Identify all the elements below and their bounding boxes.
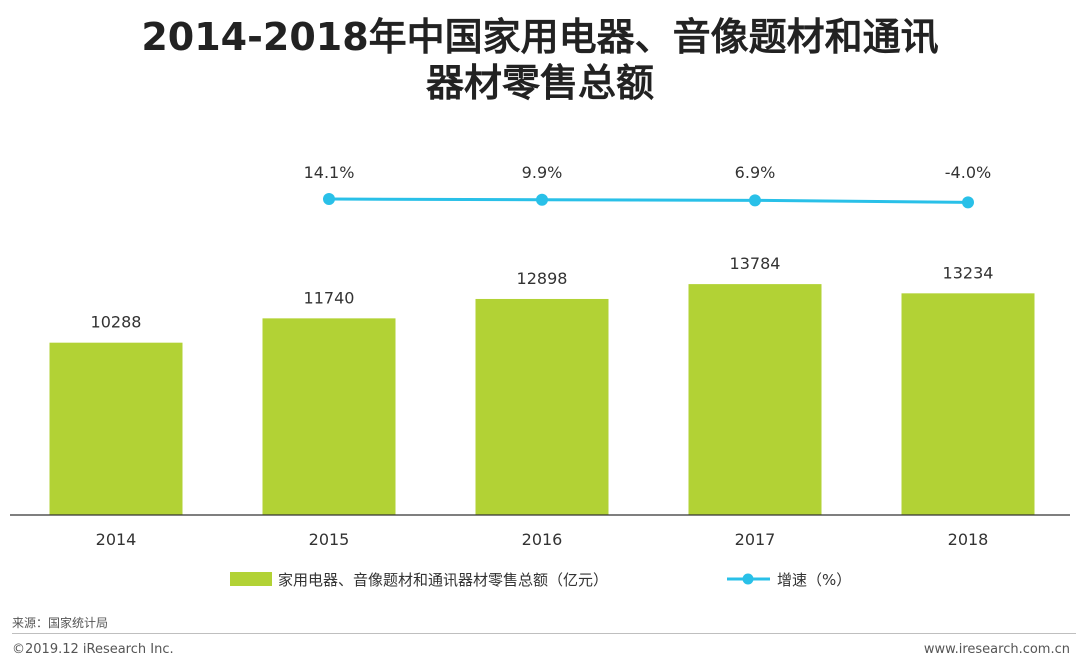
bar-2015 <box>262 318 396 515</box>
bar-label-2015: 11740 <box>304 288 355 307</box>
x-ticks-layer: 2014 2015 2016 2017 2018 <box>96 530 989 549</box>
bar-2016 <box>475 298 609 515</box>
growth-point-2015 <box>323 193 335 205</box>
x-tick-2016: 2016 <box>522 530 563 549</box>
bar-2017 <box>688 284 822 515</box>
bar-label-2014: 10288 <box>91 313 142 332</box>
x-tick-2015: 2015 <box>309 530 350 549</box>
legend-bar-swatch <box>230 572 272 586</box>
copyright: ©2019.12 iResearch Inc. <box>12 642 174 657</box>
growth-point-2017 <box>749 194 761 207</box>
growth-label-2015: 14.1% <box>304 163 355 182</box>
growth-line <box>328 197 969 204</box>
growth-label-2016: 9.9% <box>522 163 563 182</box>
bar-2018 <box>901 293 1035 515</box>
growth-label-2018: -4.0% <box>945 163 991 182</box>
x-tick-2018: 2018 <box>948 530 989 549</box>
x-tick-2017: 2017 <box>735 530 776 549</box>
website-link[interactable]: www.iresearch.com.cn <box>923 642 1070 657</box>
legend-line-marker <box>742 573 754 585</box>
x-tick-2014: 2014 <box>96 530 137 549</box>
bars-layer: 10288 11740 12898 13784 13234 <box>49 254 1035 515</box>
growth-line-layer: 14.1% 9.9% 6.9% -4.0% <box>304 163 991 209</box>
legend-bar-label: 家用电器、音像题材和通讯器材零售总额（亿元） <box>278 571 608 589</box>
legend: 家用电器、音像题材和通讯器材零售总额（亿元） 增速（%） <box>230 571 851 589</box>
chart-title-line-1: 2014-2018年中国家用电器、音像题材和通讯 <box>141 15 939 59</box>
growth-point-2016 <box>536 193 548 206</box>
source-note: 来源：国家统计局 <box>12 616 109 630</box>
legend-line-label: 增速（%） <box>777 571 851 589</box>
bar-label-2017: 13784 <box>730 254 781 273</box>
chart-title: 2014-2018年中国家用电器、音像题材和通讯 器材零售总额 <box>0 14 1080 106</box>
growth-point-2018 <box>962 196 974 209</box>
bar-label-2016: 12898 <box>517 269 568 288</box>
chart-title-line-2: 器材零售总额 <box>425 61 654 105</box>
bar-label-2018: 13234 <box>943 263 994 282</box>
footer-divider <box>12 633 1076 634</box>
bar-2014 <box>49 342 183 515</box>
growth-label-2017: 6.9% <box>735 163 776 182</box>
